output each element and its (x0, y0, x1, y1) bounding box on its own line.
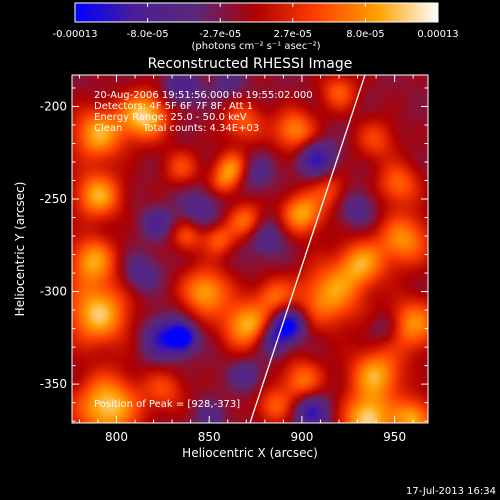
colorbar (74, 2, 439, 23)
solar-limb-line (249, 75, 366, 423)
colorbar-unit-label: (photons cm⁻² s⁻¹ asec⁻²) (191, 41, 320, 52)
colorbar-tick-label: 0.00013 (417, 29, 458, 40)
y-axis-tick-label: -350 (40, 377, 67, 391)
x-axis-tick-label: 900 (290, 430, 313, 444)
colorbar-tick-label: 8.0e-05 (346, 29, 384, 40)
colorbar-tick-label: -8.0e-05 (127, 29, 169, 40)
annotation-time-range: 20-Aug-2006 19:51:56.000 to 19:55:02.000 (94, 90, 313, 101)
plot-frame (71, 74, 429, 424)
colorbar-tick-label: 2.7e-05 (274, 29, 312, 40)
colorbar-tick-label: -0.00013 (53, 29, 98, 40)
colorbar-tick-labels: -0.00013 -8.0e-05 -2.7e-05 2.7e-05 8.0e-05 0.… (53, 29, 459, 40)
y-axis-tick-label: -300 (40, 285, 67, 299)
y-axis-label: Heliocentric Y (arcsec) (13, 182, 27, 317)
x-axis-tick-label: 800 (105, 430, 128, 444)
annotation-total-counts: Total counts: 4.34E+03 (142, 123, 259, 134)
colorbar-tick-label: -2.7e-05 (199, 29, 241, 40)
x-axis-ticks (78, 75, 414, 423)
annotation-peak-position: Position of Peak = [928,-373] (94, 399, 240, 410)
annotation-energy: Energy Range: 25.0 - 50.0 keV (94, 112, 247, 123)
x-axis-label: Heliocentric X (arcsec) (182, 446, 318, 460)
y-axis-tick-label: -250 (40, 192, 67, 206)
annotation-method: Clean (94, 123, 122, 134)
y-axis-ticks (72, 87, 428, 422)
x-axis-tick-labels: 800 850 900 950 (105, 430, 406, 444)
footer-date: 17-Jul-2013 16:34 (406, 486, 496, 497)
annotation-detectors: Detectors: 4F 5F 6F 7F 8F, Att 1 (94, 101, 253, 112)
y-axis-tick-labels: -200 -250 -300 -350 (40, 99, 67, 391)
chart-title: Reconstructed RHESSI Image (148, 56, 353, 72)
colorbar-ticks (74, 3, 439, 22)
heatmap-image (72, 75, 428, 423)
y-axis-tick-label: -200 (40, 99, 67, 113)
x-axis-tick-label: 850 (198, 430, 221, 444)
x-axis-tick-label: 950 (383, 430, 406, 444)
